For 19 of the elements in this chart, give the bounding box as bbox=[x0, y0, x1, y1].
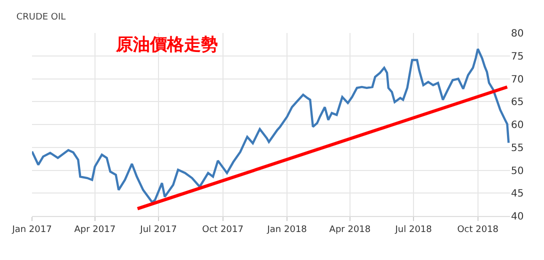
y-tick-label: 65 bbox=[511, 97, 524, 108]
y-tick-label: 70 bbox=[511, 74, 524, 86]
chart-title: CRUDE OIL bbox=[16, 12, 66, 22]
y-tick-label: 60 bbox=[511, 120, 524, 131]
annotation: 原油價格走勢 bbox=[115, 35, 218, 55]
y-tick-label: 50 bbox=[511, 166, 524, 177]
y-tick-label: 40 bbox=[511, 212, 524, 222]
x-tick-label: Oct 2018 bbox=[457, 224, 499, 235]
x-tick-label: Jul 2018 bbox=[394, 224, 432, 235]
y-tick-label: 45 bbox=[511, 188, 524, 200]
x-tick-label: Jan 2017 bbox=[11, 224, 52, 235]
y-tick-label: 55 bbox=[511, 142, 524, 154]
x-tick-label: Apr 2018 bbox=[329, 224, 371, 235]
x-tick-label: Jan 2018 bbox=[266, 224, 308, 235]
y-tick-label: 75 bbox=[511, 51, 524, 62]
x-tick-label: Jul 2017 bbox=[139, 224, 177, 235]
x-tick-label: Apr 2017 bbox=[74, 224, 116, 235]
x-tick-label: Oct 2017 bbox=[202, 224, 244, 235]
y-tick-label: 80 bbox=[511, 28, 524, 40]
